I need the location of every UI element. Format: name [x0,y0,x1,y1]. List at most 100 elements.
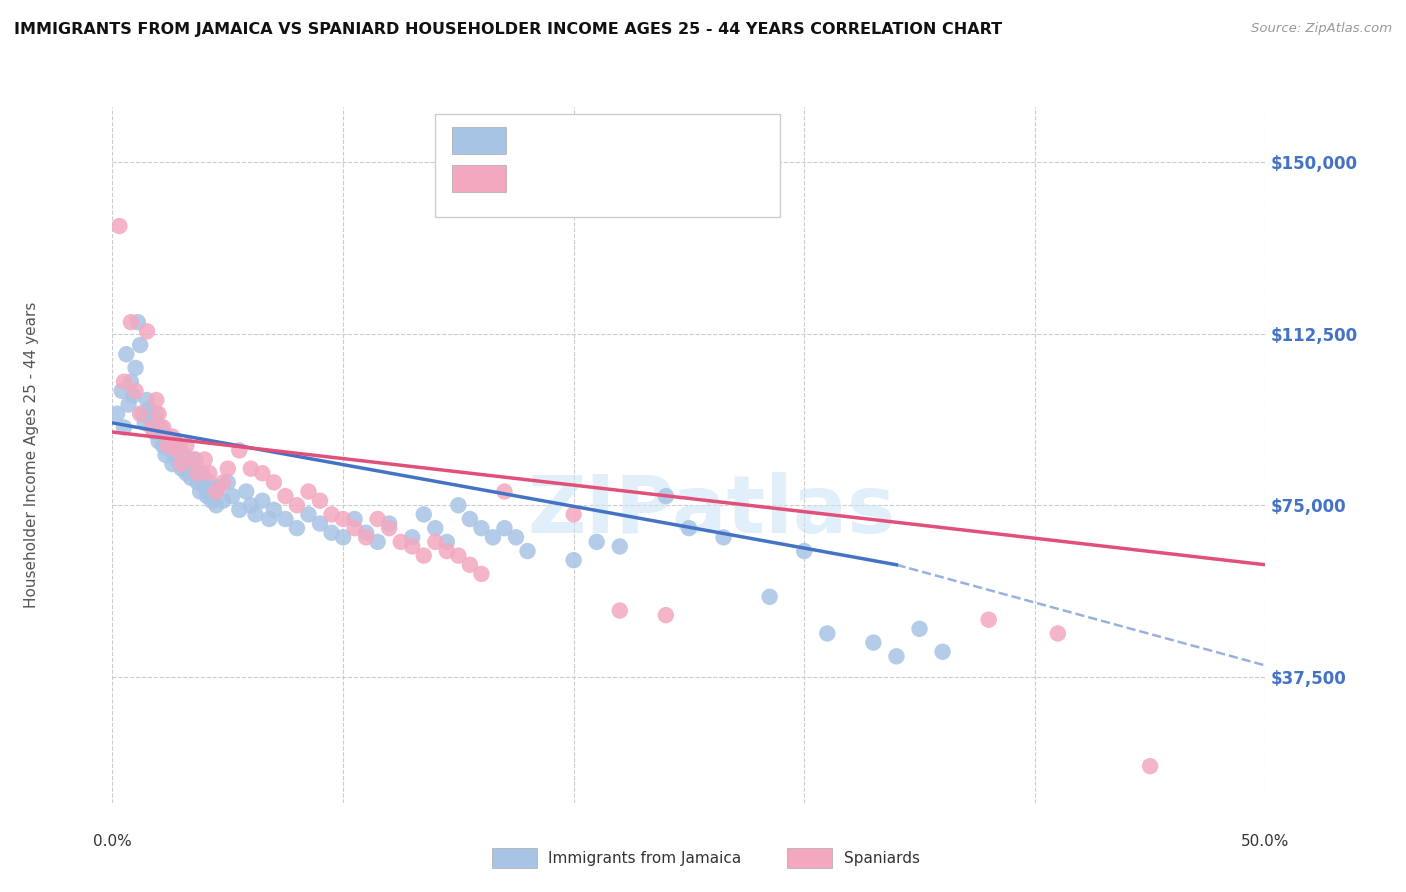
Text: 50.0%: 50.0% [1241,834,1289,849]
Point [217,461,239,475]
Point [505,530,527,544]
Point [252,493,274,508]
Point [129,338,152,352]
Point [678,521,700,535]
Point [815,626,838,640]
Point [447,549,470,563]
Point [156,429,179,443]
Text: Source: ZipAtlas.com: Source: ZipAtlas.com [1251,22,1392,36]
Text: N =: N = [621,132,671,150]
Text: R =: R = [520,169,557,187]
Point [162,457,184,471]
Point [470,521,492,535]
Point [425,534,447,549]
Point [228,503,250,517]
Point [129,407,152,421]
Point [138,402,160,417]
Text: Householder Income Ages 25 - 44 years: Householder Income Ages 25 - 44 years [24,301,39,608]
Text: ZIPatlas: ZIPatlas [527,472,896,549]
Point [655,489,678,503]
Point [112,420,135,434]
Point [155,448,177,462]
Point [562,508,585,522]
Point [194,452,217,467]
Point [180,471,202,485]
Point [162,429,184,443]
Point [389,534,412,549]
Point [263,475,285,490]
Point [141,420,163,434]
Text: 50: 50 [672,169,696,187]
Point [367,512,389,526]
Point [562,553,585,567]
Point [309,493,332,508]
Point [143,425,166,439]
Point [494,484,516,499]
Point [117,398,139,412]
Point [205,484,228,499]
Text: Immigrants from Jamaica: Immigrants from Jamaica [548,851,741,865]
Point [378,521,401,535]
Point [367,534,389,549]
Point [152,420,174,434]
Point [212,475,235,490]
Point [173,448,195,462]
Point [187,475,209,490]
Point [191,467,214,481]
Point [494,521,516,535]
Point [239,461,262,475]
Point [198,467,221,481]
Point [931,645,953,659]
Point [354,525,377,540]
Point [516,544,538,558]
Point [184,452,207,467]
Point [436,534,458,549]
Point [112,375,135,389]
Point [378,516,401,531]
Point [174,439,197,453]
Point [458,558,481,572]
Point [585,534,607,549]
Point [145,392,167,407]
Point [131,407,153,421]
Point [115,347,138,361]
Point [263,503,285,517]
Text: -0.276: -0.276 [562,169,624,187]
Point [713,530,735,544]
Point [343,512,366,526]
Point [252,467,274,481]
Point [412,508,434,522]
Point [163,434,186,449]
Text: 87: 87 [672,132,696,150]
Point [332,530,354,544]
Point [148,407,170,421]
Point [145,407,167,421]
Point [156,439,179,453]
Point [274,512,297,526]
Point [141,416,163,430]
Point [181,452,204,467]
Point [482,530,505,544]
Point [412,549,434,563]
Point [436,544,458,558]
Point [908,622,931,636]
Point [207,480,229,494]
Point [181,461,204,475]
Point [297,484,319,499]
Point [166,452,188,467]
Point [170,461,193,475]
Point [201,493,224,508]
Point [134,416,156,430]
Point [108,219,131,233]
Point [609,603,631,617]
Point [758,590,780,604]
Point [149,420,172,434]
Point [235,484,257,499]
Point [245,508,267,522]
Point [221,489,243,503]
Point [136,324,159,338]
Text: R =: R = [520,132,557,150]
Point [122,388,145,402]
Text: 0.0%: 0.0% [93,834,132,849]
Point [470,566,492,581]
